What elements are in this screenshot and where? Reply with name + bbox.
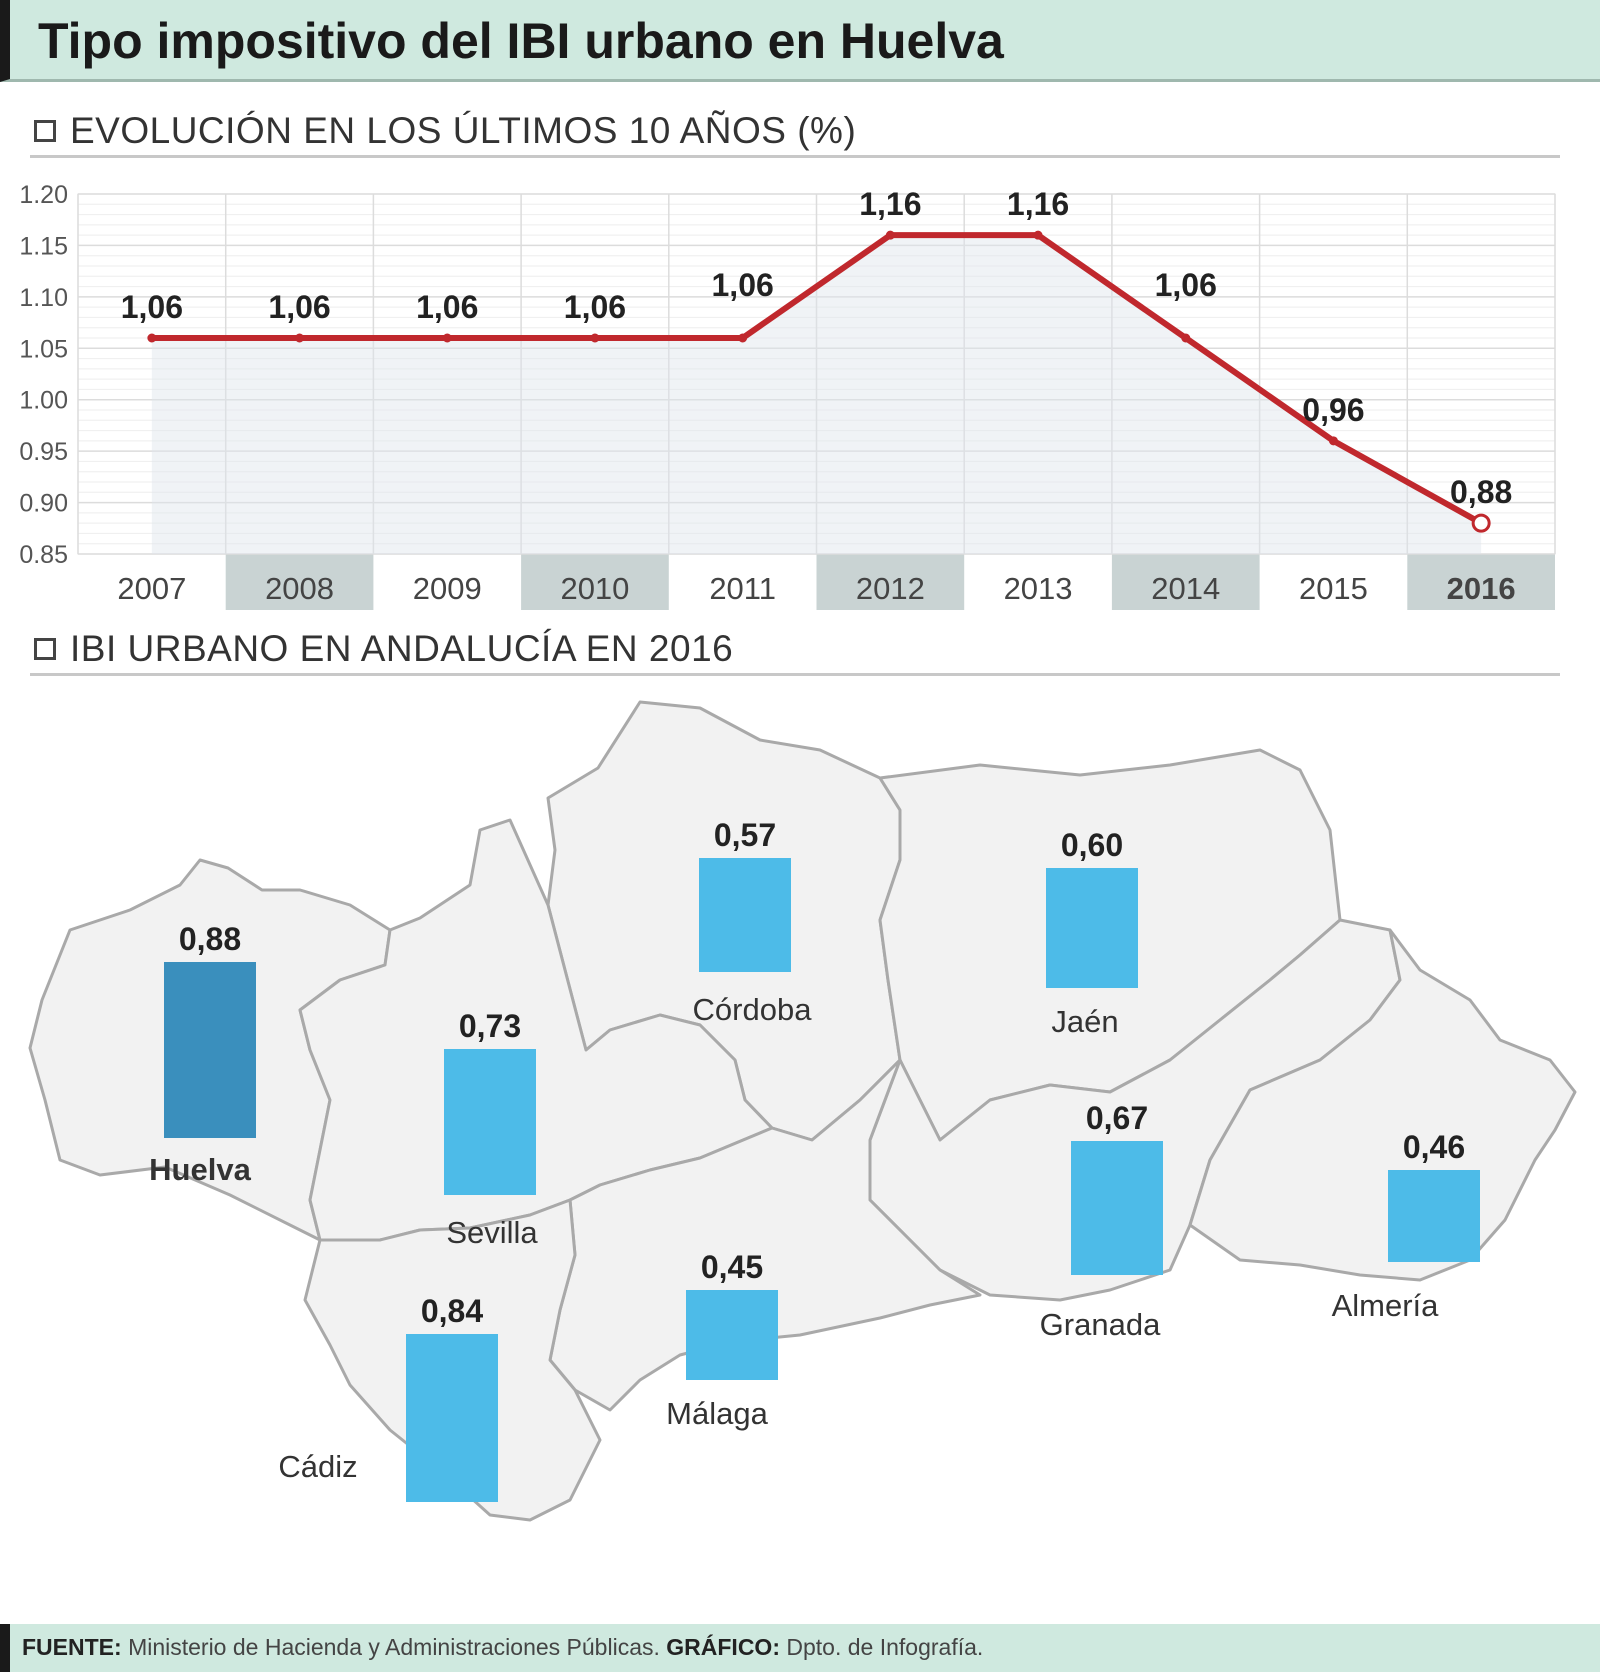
y-tick-label: 1.15 <box>19 232 68 260</box>
province-label: Granada <box>1040 1307 1161 1342</box>
map-section-title: IBI URBANO EN ANDALUCÍA EN 2016 <box>70 628 734 669</box>
x-tick-label: 2011 <box>709 571 776 606</box>
section-square-icon <box>34 638 56 660</box>
bar <box>1071 1141 1163 1275</box>
bar <box>1388 1170 1480 1262</box>
x-tick-label: 2015 <box>1299 571 1368 606</box>
data-point <box>147 333 157 343</box>
x-tick-label: 2013 <box>1004 571 1073 606</box>
graphic-text: Dpto. de Infografía. <box>786 1634 984 1660</box>
bar-value-label: 0,88 <box>179 921 241 957</box>
x-tick-label: 2007 <box>117 571 186 606</box>
province-label: Málaga <box>666 1396 768 1431</box>
x-tick-label: 2009 <box>413 571 482 606</box>
bar <box>444 1049 536 1195</box>
province-label: Córdoba <box>693 992 813 1027</box>
source-text: Ministerio de Hacienda y Administracione… <box>128 1634 660 1660</box>
page-title: Tipo impositivo del IBI urbano en Huelva <box>38 13 1004 69</box>
y-tick-label: 1.05 <box>19 335 68 363</box>
year-band <box>1111 554 1260 610</box>
data-point <box>1471 513 1491 533</box>
province-label: Cádiz <box>278 1449 357 1484</box>
andalucia-map-chart: 0,88 Huelva 0,73 Sevilla 0,57 Córdoba 0,60 Jaén… <box>28 700 1577 1522</box>
data-label: 1,16 <box>859 186 921 222</box>
evolution-section-header: EVOLUCIÓN EN LOS ÚLTIMOS 10 AÑOS (%) <box>30 108 1560 158</box>
province-label: Sevilla <box>446 1215 538 1250</box>
province-label: Jaén <box>1051 1004 1118 1039</box>
bar <box>699 858 791 972</box>
footer: FUENTE: Ministerio de Hacienda y Adminis… <box>0 1624 1600 1672</box>
series-line <box>148 232 1485 527</box>
x-tick-label: 2012 <box>856 571 925 606</box>
title-bar: Tipo impositivo del IBI urbano en Huelva <box>0 0 1600 82</box>
map-section-header: IBI URBANO EN ANDALUCÍA EN 2016 <box>30 626 1560 676</box>
data-point <box>1033 230 1043 240</box>
year-band <box>225 554 374 610</box>
line-chart: 1.20 1.15 1.10 1.05 1.00 0.95 0.90 0.85 1,06 1,06… <box>19 181 1556 610</box>
bar-value-label: 0,57 <box>714 817 776 853</box>
data-point <box>885 230 895 240</box>
x-tick-label: 2010 <box>560 571 629 606</box>
source-label: FUENTE: <box>22 1634 122 1660</box>
year-band <box>1407 554 1555 610</box>
y-tick-label: 1.20 <box>19 181 68 209</box>
y-tick-label: 1.00 <box>19 387 68 415</box>
x-tick-label: 2014 <box>1151 571 1220 606</box>
y-tick-label: 0.90 <box>19 490 68 518</box>
year-band <box>521 554 669 610</box>
y-tick-label: 0.95 <box>19 438 68 466</box>
data-label: 0,88 <box>1450 474 1512 510</box>
section-square-icon <box>34 120 56 142</box>
bar-value-label: 0,46 <box>1403 1129 1465 1165</box>
y-tick-label: 1.10 <box>19 284 68 312</box>
footer-credits: FUENTE: Ministerio de Hacienda y Adminis… <box>22 1634 983 1661</box>
province-label: Almería <box>1332 1288 1440 1323</box>
data-point <box>295 333 305 343</box>
x-tick-label: 2016 <box>1447 571 1516 606</box>
graphic-label: GRÁFICO: <box>666 1634 780 1660</box>
data-label: 1,16 <box>1007 186 1069 222</box>
year-band <box>816 554 965 610</box>
map-bars: 0,88 Huelva 0,73 Sevilla 0,57 Córdoba 0,60 Jaén… <box>149 817 1480 1502</box>
data-label: 1,06 <box>712 267 774 303</box>
data-point <box>590 333 600 343</box>
data-point <box>1181 333 1191 343</box>
data-label: 1,06 <box>1155 267 1217 303</box>
andalucia-map <box>28 700 1577 1522</box>
y-tick-label: 0.85 <box>19 541 68 569</box>
bar <box>686 1290 778 1380</box>
bar-value-label: 0,45 <box>701 1249 763 1285</box>
province-label: Huelva <box>149 1152 251 1187</box>
data-point <box>738 333 748 343</box>
bar <box>1046 868 1138 988</box>
data-label: 1,06 <box>564 289 626 325</box>
bar-value-label: 0,67 <box>1086 1100 1148 1136</box>
data-label: 1,06 <box>268 289 330 325</box>
bar-value-label: 0,84 <box>421 1293 483 1329</box>
data-point <box>442 333 452 343</box>
bar-value-label: 0,73 <box>459 1008 521 1044</box>
bar-value-label: 0,60 <box>1061 827 1123 863</box>
evolution-section-title: EVOLUCIÓN EN LOS ÚLTIMOS 10 AÑOS (%) <box>70 110 857 151</box>
data-label: 0,96 <box>1302 392 1364 428</box>
bar <box>164 962 256 1138</box>
bar <box>406 1334 498 1502</box>
data-label: 1,06 <box>121 289 183 325</box>
x-tick-label: 2008 <box>265 571 334 606</box>
data-point <box>1328 436 1338 446</box>
data-label: 1,06 <box>416 289 478 325</box>
